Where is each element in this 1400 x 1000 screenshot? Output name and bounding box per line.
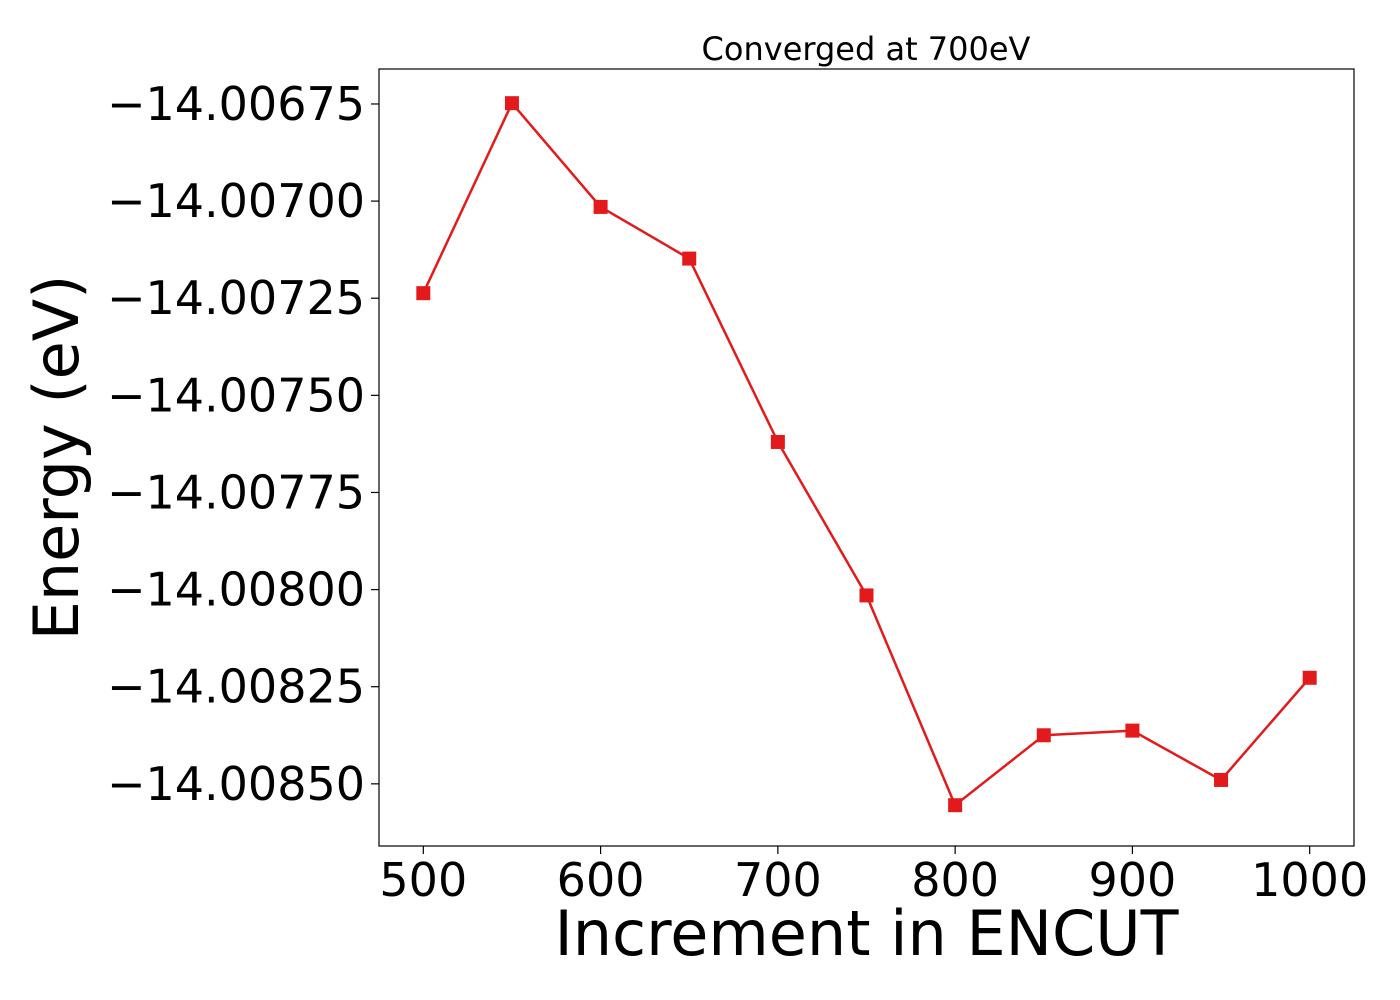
- x-tick-label: 600: [557, 853, 645, 907]
- x-tick-label: 900: [1089, 853, 1177, 907]
- x-axis: 500 600 700 800 900 1000: [379, 846, 1368, 907]
- data-point-marker: [770, 434, 785, 449]
- y-tick-label: −14.00675: [107, 77, 365, 131]
- data-point-marker: [1214, 772, 1229, 787]
- y-tick-label: −14.00775: [107, 465, 365, 519]
- data-point-marker: [859, 588, 874, 603]
- y-tick-label: −14.00725: [107, 271, 365, 325]
- y-tick-label: −14.00700: [107, 174, 365, 228]
- plot-area-frame: [378, 68, 1355, 847]
- data-point-marker: [948, 798, 963, 813]
- data-point-marker: [416, 286, 431, 301]
- y-tick-label: −14.00750: [107, 368, 365, 422]
- data-point-marker: [1036, 728, 1051, 743]
- series-line: [422, 101, 1311, 807]
- data-point-marker: [593, 199, 608, 214]
- y-axis: −14.00675 −14.00700 −14.00725 −14.00750 −14.…: [107, 77, 379, 811]
- data-point-marker: [682, 251, 697, 266]
- data-point-marker: [1302, 670, 1317, 685]
- x-tick-label: 1000: [1251, 853, 1368, 907]
- y-tick-label: −14.00825: [107, 660, 365, 714]
- x-axis-title: Increment in ENCUT: [554, 897, 1179, 970]
- y-axis-title: Energy (eV): [20, 275, 93, 641]
- x-tick-label: 800: [911, 853, 999, 907]
- series-layer: [416, 96, 1317, 813]
- chart-title: Converged at 700eV: [702, 30, 1031, 68]
- x-tick-label: 500: [379, 853, 467, 907]
- y-tick-label: −14.00800: [107, 563, 365, 617]
- data-point-marker: [1125, 723, 1140, 738]
- data-point-marker: [504, 96, 519, 111]
- x-tick-label: 700: [734, 853, 822, 907]
- y-tick-label: −14.00850: [107, 757, 365, 811]
